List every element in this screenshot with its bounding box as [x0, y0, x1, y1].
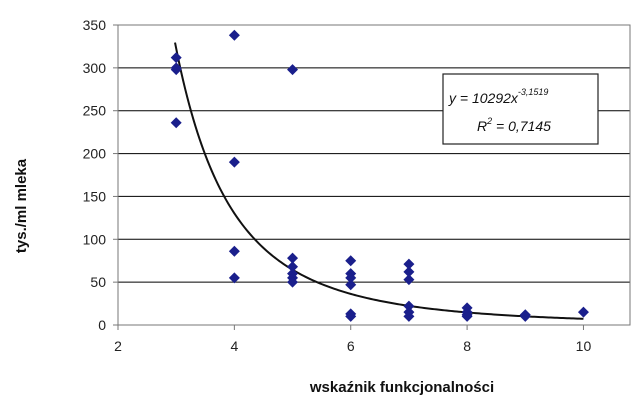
data-point: [345, 279, 357, 291]
x-tick-label-8: 8: [463, 338, 471, 354]
y-tick-label-50: 50: [90, 274, 106, 290]
x-tick-label-4: 4: [230, 338, 238, 354]
r-squared-value: = 0,7145: [492, 118, 551, 134]
data-point: [403, 274, 415, 286]
y-tick-label-100: 100: [83, 231, 107, 247]
r-squared-line: R2 = 0,7145: [477, 116, 551, 134]
equation-text: y = 10292x: [448, 90, 519, 106]
y-tick-label-250: 250: [83, 103, 107, 119]
data-point: [170, 52, 182, 64]
data-point: [345, 310, 357, 322]
data-point: [228, 156, 240, 168]
x-tick-label-2: 2: [114, 338, 122, 354]
data-point: [228, 29, 240, 41]
x-axis-title: wskaźnik funkcjonalności: [309, 379, 494, 396]
data-point: [170, 62, 182, 74]
y-tick-label-150: 150: [83, 188, 107, 204]
y-tick-label-0: 0: [98, 317, 106, 333]
data-points: [170, 29, 589, 322]
data-point: [403, 300, 415, 312]
r-squared-superscript: 2: [486, 116, 492, 126]
data-point: [287, 252, 299, 264]
data-point: [345, 272, 357, 284]
data-point: [577, 306, 589, 318]
x-tick-label-10: 10: [576, 338, 592, 354]
plot-area-frame: [117, 24, 631, 326]
data-point: [287, 261, 299, 273]
gridlines: [118, 67, 630, 283]
equation-box-frame: [442, 73, 599, 145]
data-point: [403, 266, 415, 278]
trendline: [174, 42, 584, 320]
data-point: [345, 255, 357, 267]
x-axis-ticks: 2 4 6 8 10: [114, 325, 591, 354]
data-point: [287, 64, 299, 76]
data-point: [403, 258, 415, 270]
x-tick-label-6: 6: [347, 338, 355, 354]
data-point: [228, 245, 240, 257]
data-point: [170, 117, 182, 129]
y-axis-title: tys./ml mleka: [13, 158, 30, 253]
data-point: [461, 310, 473, 322]
r-squared-symbol: R: [477, 118, 487, 134]
equation-box: y = 10292x-3,1519 R2 = 0,7145: [442, 73, 599, 145]
equation-exponent: -3,1519: [518, 87, 549, 97]
data-point: [403, 310, 415, 322]
data-point: [228, 272, 240, 284]
equation-line: y = 10292x-3,1519: [448, 87, 548, 106]
y-tick-label-300: 300: [83, 60, 107, 76]
y-axis-ticks: 0 50 100 150 200 250 300 350: [83, 17, 118, 333]
y-tick-label-200: 200: [83, 146, 107, 162]
y-tick-label-350: 350: [83, 17, 107, 33]
data-point: [519, 310, 531, 322]
data-point: [287, 276, 299, 288]
